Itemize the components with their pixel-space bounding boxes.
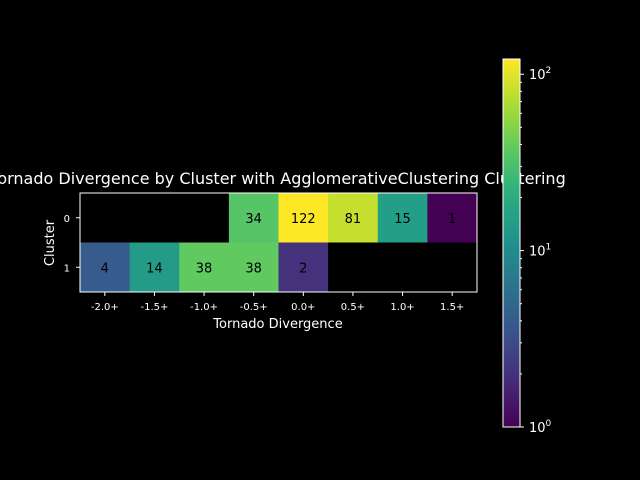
colorbar-tick-label: 101 [529,243,551,260]
cell-value-label: 1 [448,212,456,227]
heatmap-cell [278,193,329,243]
heatmap-cell [80,193,131,243]
heatmap-cell [328,193,379,243]
y-tick-label: 0 [64,214,70,225]
cell-value-label: 2 [299,261,307,276]
y-axis-ticks: 01 [64,214,80,274]
heatmap-cell [228,193,279,243]
x-tick-label: -0.5+ [240,302,268,313]
heatmap-cell [377,242,428,293]
x-axis-ticks: -2.0+ -1.5+ -1.0+ -0.5+ 0.0+ 0.5+ 1.0+ 1.5+ [91,292,464,313]
heatmap-cell [228,242,279,293]
heatmap-cell [427,193,478,243]
chart-title: Tornado Divergence by Cluster with Agglo… [0,169,566,188]
x-axis-label: Tornado Divergence [212,317,342,332]
colorbar [502,58,521,428]
cell-value-label: 38 [196,261,213,276]
y-axis-label: Cluster [43,219,58,266]
heatmap-cell [377,193,428,243]
x-tick-label: 0.5+ [341,302,365,313]
heatmap-cell [80,242,131,293]
heatmap-cell [179,193,230,243]
heatmap-cell [328,242,379,293]
heatmap-cell [129,193,180,243]
x-tick-label: -1.5+ [140,302,168,313]
plot-frame [79,192,478,293]
cell-value-label: 81 [345,212,362,227]
x-tick-label: 1.0+ [390,302,414,313]
heatmap-cell [427,242,478,293]
heatmap-cell [129,242,180,293]
heatmap-cell [278,242,329,293]
colorbar-tick-label: 102 [529,66,551,83]
heatmap-cell [179,242,230,293]
cell-value-label: 4 [101,261,109,276]
cell-value-label: 34 [245,212,262,227]
cell-value-label: 38 [245,261,262,276]
x-tick-label: -2.0+ [91,302,119,313]
x-tick-label: 0.0+ [291,302,315,313]
x-tick-label: 1.5+ [440,302,464,313]
cell-value-label: 15 [394,212,411,227]
cell-value-label: 122 [291,212,316,227]
y-tick-label: 1 [64,263,70,274]
heatmap-cells: 34 122 81 15 14 14 38 38 2 [80,193,478,293]
cell-value-label: 14 [146,261,163,276]
x-tick-label: -1.0+ [190,302,218,313]
colorbar-tick-label: 100 [529,419,552,436]
colorbar-ticks: 100 101 102 [520,66,552,436]
